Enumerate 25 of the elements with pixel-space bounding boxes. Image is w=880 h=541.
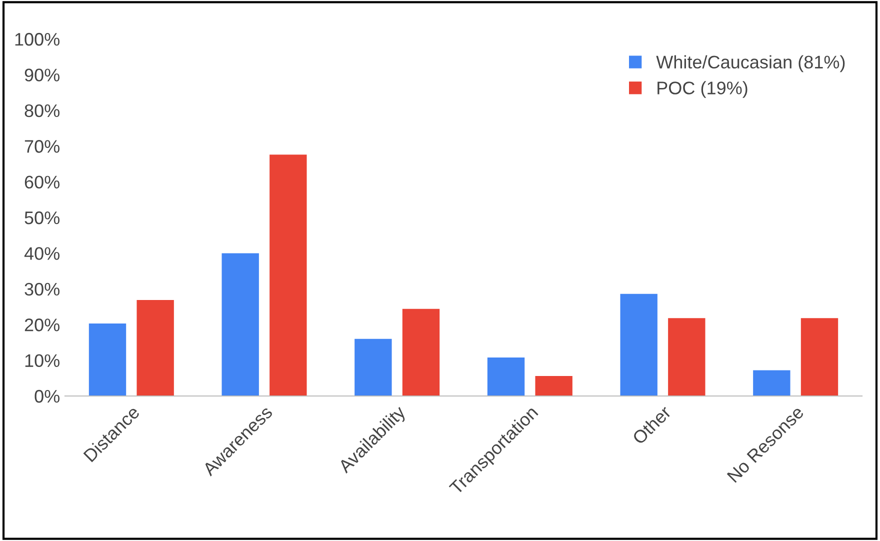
bar [222, 253, 259, 396]
y-tick-label: 90% [24, 68, 60, 82]
y-tick-label: 60% [24, 176, 60, 189]
bar [620, 294, 658, 396]
y-tick-label: 70% [24, 140, 60, 153]
y-tick-label: 40% [24, 247, 60, 260]
bar [88, 324, 126, 396]
y-tick-label: 10% [25, 354, 60, 368]
bar [402, 308, 440, 396]
y-tick-label: 0% [34, 390, 60, 403]
bar [800, 318, 838, 396]
y-tick-label: 100% [15, 32, 60, 46]
bar [270, 154, 307, 396]
bar [136, 300, 174, 396]
y-tick-label: 30% [24, 282, 60, 296]
bar [487, 357, 525, 396]
y-tick-label: 50% [24, 211, 60, 224]
legend-label: POC (19%) [658, 81, 748, 98]
bar [753, 370, 790, 396]
legend-label: White/Caucasian (81%) [656, 55, 845, 72]
bar [354, 338, 392, 396]
bar [668, 318, 706, 396]
bar [535, 376, 572, 396]
y-tick-label: 80% [24, 104, 60, 118]
y-tick-label: 20% [24, 318, 60, 332]
